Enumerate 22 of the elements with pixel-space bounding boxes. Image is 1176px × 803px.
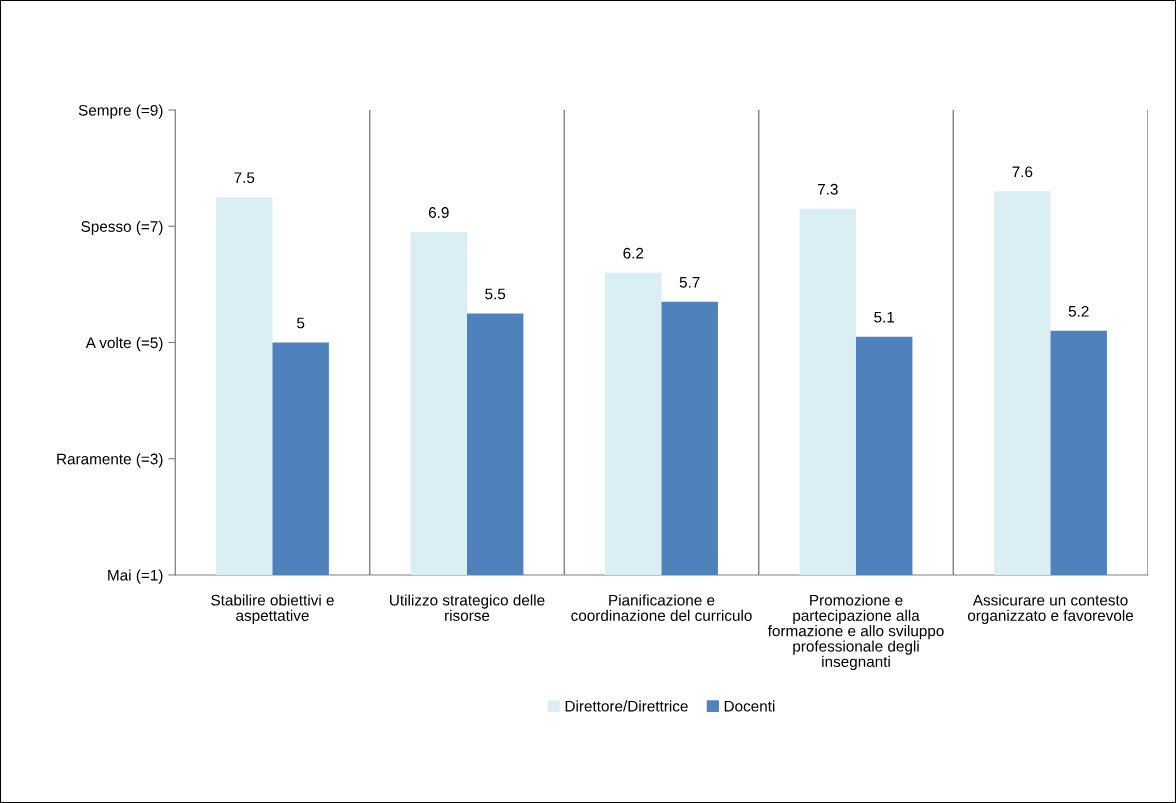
x-tick-label: Promozione e partecipazione alla formazione e allo sviluppo professionale degli insegnanti — [767, 594, 944, 671]
legend-label: Docenti — [724, 700, 775, 712]
data-label: 5.5 — [485, 288, 506, 300]
data-label: 7.5 — [234, 172, 255, 184]
y-tick-label: A volte (=5) — [85, 336, 163, 352]
y-tick-label: Spesso (=7) — [81, 220, 163, 235]
y-tick-label: Sempre (=9) — [78, 104, 163, 119]
x-tick-label: Stabilire obiettivi e aspettative — [211, 594, 334, 624]
data-label: 5.7 — [679, 277, 700, 288]
x-tick-label: Pianificazione e coordinazione del curriculo — [571, 594, 752, 621]
data-label: 5.2 — [1068, 305, 1089, 317]
data-label: 5 — [297, 317, 305, 329]
data-label: 7.3 — [817, 183, 838, 195]
data-label: 6.2 — [623, 247, 644, 259]
data-label: 5.1 — [874, 311, 895, 323]
x-tick-label: Utilizzo strategico delle risorse — [390, 594, 545, 621]
y-tick-label: Mai (=1) — [108, 569, 163, 584]
legend-label: Direttore/Direttrice — [565, 700, 688, 712]
data-label: 7.6 — [1012, 166, 1033, 178]
x-tick-label: Assicurare un contesto organizzato e favorevole — [967, 594, 1134, 624]
y-tick-label: Raramente (=3) — [57, 453, 163, 468]
data-label: 6.9 — [428, 207, 449, 218]
